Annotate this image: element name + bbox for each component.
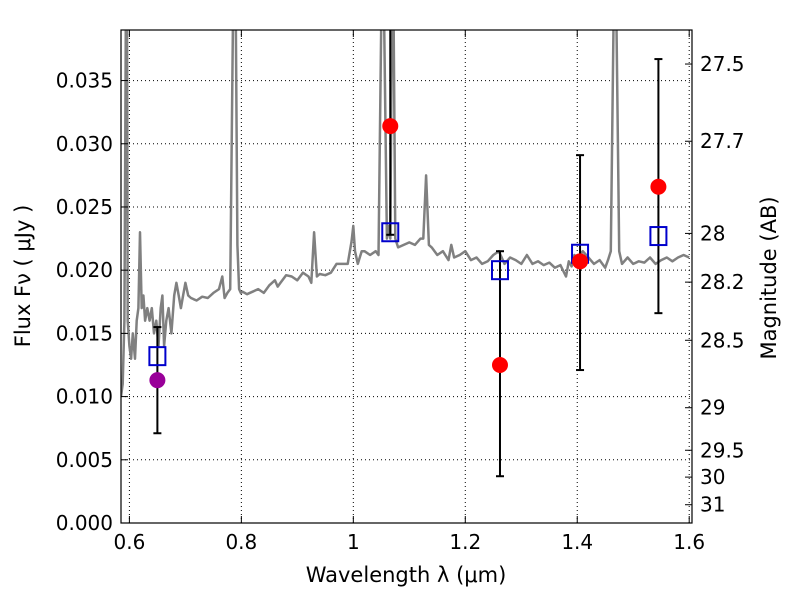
y-tick-label: 0.035 — [56, 69, 113, 93]
x-tick-label: 1.2 — [449, 530, 481, 554]
y-tick-label: 0.020 — [56, 258, 113, 282]
x-tick-label: 1 — [347, 530, 360, 554]
plot-area — [121, 30, 690, 478]
photometry-point — [650, 178, 667, 195]
y-tick-label: 0.000 — [56, 511, 113, 535]
model-box-marker — [490, 260, 509, 281]
y2-tick-label: 28.2 — [700, 270, 745, 294]
model-box-marker — [381, 222, 400, 243]
photometry-point — [491, 356, 508, 373]
y2-tick-label: 29.5 — [700, 438, 745, 462]
y-tick-label: 0.010 — [56, 385, 113, 409]
y2-tick-label: 28.5 — [700, 328, 745, 352]
x-tick-label: 1.4 — [561, 530, 593, 554]
x-tick-label: 0.8 — [225, 530, 257, 554]
x-axis-label: Wavelength λ (μm) — [306, 563, 507, 587]
model-box-marker — [148, 346, 167, 367]
photometry-point — [382, 118, 399, 135]
axes: 0.6 0.8 1 1.2 1.4 1.6 0.000 0.005 0.010 0.015 0.02… — [56, 30, 745, 554]
grid-lines — [121, 30, 692, 524]
x-tick-label: 1.6 — [673, 530, 705, 554]
y-tick-label: 0.005 — [56, 448, 113, 472]
x-tick-label: 0.6 — [113, 530, 145, 554]
y2-tick-label: 30 — [700, 465, 725, 489]
y-tick-label: 0.025 — [56, 195, 113, 219]
y2-tick-label: 27.7 — [700, 129, 745, 153]
y-tick-label: 0.030 — [56, 132, 113, 156]
y2-tick-label: 31 — [700, 493, 725, 517]
plot-frame — [120, 29, 693, 524]
spectrum-line — [121, 30, 690, 397]
y2-tick-label: 28 — [700, 221, 725, 245]
photometry-point — [572, 253, 589, 270]
right-axis-label: Magnitude (AB) — [757, 196, 781, 359]
y2-tick-label: 29 — [700, 396, 725, 420]
model-box-marker — [649, 226, 668, 247]
y-tick-label: 0.015 — [56, 321, 113, 345]
y2-tick-label: 27.5 — [700, 52, 745, 76]
y-axis-label: Flux Fν ( μJy ) — [11, 205, 35, 348]
photometry-point — [149, 372, 166, 389]
